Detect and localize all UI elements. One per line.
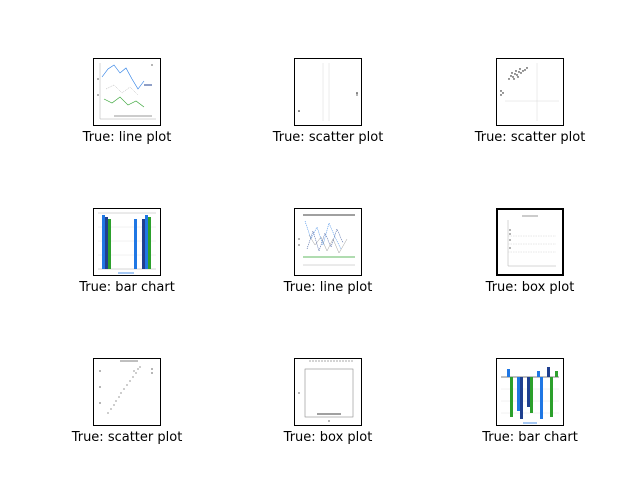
chart-caption: True: bar chart — [482, 430, 578, 445]
thumbnail-cell-4: True: bar chart — [79, 208, 175, 295]
bar-chart-image — [501, 367, 559, 424]
chart-thumbnail-scatter-plot — [496, 58, 564, 126]
chart-caption: True: scatter plot — [71, 430, 183, 445]
chart-thumbnail-bar-chart — [496, 358, 564, 426]
thumbnail-cell-5: True: line plot — [284, 208, 372, 295]
line-plot-image — [97, 63, 156, 120]
thumbnail-cell-6: True: box plot — [486, 208, 574, 295]
chart-caption: True: line plot — [283, 280, 373, 295]
chart-thumbnail-bar-chart — [93, 208, 161, 276]
chart-caption: True: box plot — [485, 280, 575, 295]
thumbnail-cell-2: True: scatter plot — [273, 58, 383, 145]
thumbnail-cell-3: True: scatter plot — [475, 58, 585, 145]
thumbnail-cell-8: True: box plot — [284, 358, 372, 445]
scatter-plot-image — [500, 63, 559, 121]
box-plot-image — [507, 215, 556, 267]
chart-thumbnail-box-plot — [496, 208, 564, 276]
line-plot-image — [298, 214, 355, 266]
chart-thumbnail-scatter-plot — [294, 58, 362, 126]
chart-thumbnail-box-plot — [294, 358, 362, 426]
scatter-plot-image — [298, 63, 358, 121]
thumbnail-cell-7: True: scatter plot — [72, 358, 182, 445]
bar-chart-image — [98, 212, 156, 274]
chart-caption: True: scatter plot — [272, 130, 384, 145]
chart-thumbnail-line-plot — [294, 208, 362, 276]
chart-thumbnail-line-plot — [93, 58, 161, 126]
box-plot-image — [298, 360, 354, 422]
scatter-plot-image — [99, 360, 153, 414]
thumbnail-cell-9: True: bar chart — [482, 358, 578, 445]
thumbnail-cell-1: True: line plot — [83, 58, 171, 145]
chart-caption: True: bar chart — [79, 280, 175, 295]
chart-thumbnail-scatter-plot — [93, 358, 161, 426]
chart-caption: True: box plot — [283, 430, 373, 445]
chart-caption: True: scatter plot — [474, 130, 586, 145]
chart-caption: True: line plot — [82, 130, 172, 145]
